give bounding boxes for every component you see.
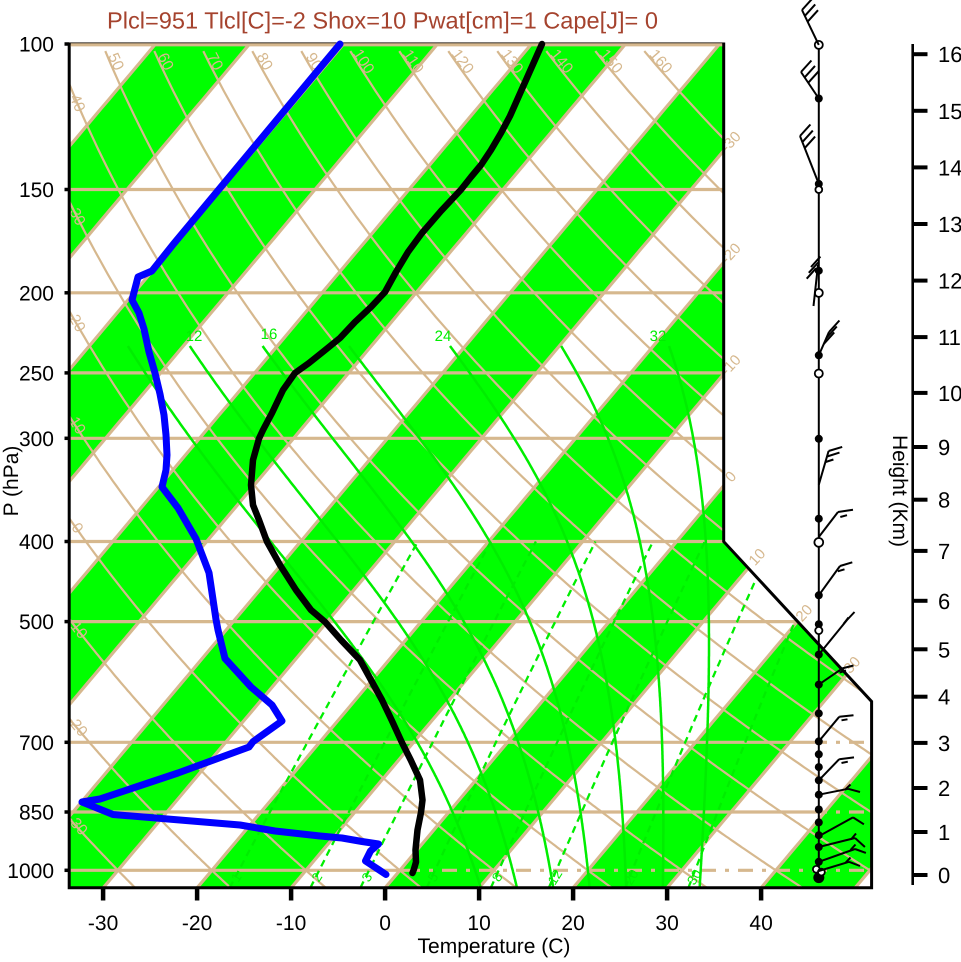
svg-text:10: 10 bbox=[745, 545, 769, 569]
svg-text:0: 0 bbox=[938, 863, 950, 888]
svg-text:Plcl=951 Tlcl[C]=-2 Shox=10 Pw: Plcl=951 Tlcl[C]=-2 Shox=10 Pwat[cm]=1 C… bbox=[107, 8, 658, 34]
svg-text:11: 11 bbox=[938, 325, 961, 350]
svg-text:160: 160 bbox=[646, 46, 676, 77]
svg-text:9: 9 bbox=[938, 435, 950, 460]
svg-text:-20: -20 bbox=[63, 712, 91, 740]
svg-text:7: 7 bbox=[938, 539, 950, 564]
svg-text:16: 16 bbox=[938, 42, 961, 67]
svg-text:10: 10 bbox=[65, 414, 89, 438]
svg-text:0: 0 bbox=[379, 912, 391, 935]
svg-text:70: 70 bbox=[203, 50, 226, 74]
svg-text:12: 12 bbox=[938, 269, 961, 294]
svg-text:14: 14 bbox=[938, 155, 961, 180]
svg-text:10: 10 bbox=[938, 381, 961, 406]
svg-text:13: 13 bbox=[938, 212, 961, 237]
svg-text:200: 200 bbox=[19, 282, 54, 305]
svg-text:2: 2 bbox=[938, 776, 950, 801]
svg-text:100: 100 bbox=[19, 34, 54, 57]
svg-text:80: 80 bbox=[253, 50, 276, 74]
svg-text:700: 700 bbox=[19, 732, 54, 755]
svg-text:10: 10 bbox=[467, 912, 490, 935]
svg-text:8: 8 bbox=[938, 488, 950, 513]
svg-text:-30: -30 bbox=[88, 912, 118, 935]
svg-text:30: 30 bbox=[65, 205, 88, 228]
svg-text:1: 1 bbox=[938, 820, 950, 845]
svg-text:300: 300 bbox=[19, 428, 54, 451]
svg-text:12: 12 bbox=[186, 328, 203, 345]
svg-text:Temperature (C): Temperature (C) bbox=[418, 935, 571, 958]
svg-text:50: 50 bbox=[104, 50, 127, 73]
svg-text:3: 3 bbox=[938, 731, 950, 756]
svg-text:6: 6 bbox=[938, 589, 950, 614]
svg-text:20: 20 bbox=[621, 867, 642, 888]
svg-text:20: 20 bbox=[65, 312, 89, 336]
svg-text:60: 60 bbox=[154, 50, 177, 73]
svg-text:40: 40 bbox=[749, 912, 772, 935]
svg-text:24: 24 bbox=[435, 328, 452, 345]
svg-text:120: 120 bbox=[448, 46, 477, 77]
svg-text:30: 30 bbox=[684, 867, 705, 888]
svg-text:P (hPa): P (hPa) bbox=[0, 446, 23, 517]
svg-text:1000: 1000 bbox=[7, 860, 54, 883]
svg-text:4: 4 bbox=[938, 685, 950, 710]
svg-text:40: 40 bbox=[66, 92, 89, 115]
svg-text:15: 15 bbox=[938, 99, 961, 124]
svg-text:12: 12 bbox=[545, 867, 566, 888]
svg-text:250: 250 bbox=[19, 362, 54, 385]
svg-text:Height (Km): Height (Km) bbox=[888, 435, 911, 547]
svg-text:20: 20 bbox=[561, 912, 584, 935]
svg-text:-20: -20 bbox=[182, 912, 212, 935]
svg-text:-10: -10 bbox=[276, 912, 306, 935]
svg-text:32: 32 bbox=[650, 328, 667, 345]
svg-text:400: 400 bbox=[19, 531, 54, 554]
svg-text:16: 16 bbox=[261, 326, 278, 343]
svg-text:30: 30 bbox=[655, 912, 678, 935]
svg-text:150: 150 bbox=[19, 179, 54, 202]
svg-text:500: 500 bbox=[19, 611, 54, 634]
svg-text:5: 5 bbox=[938, 637, 950, 662]
svg-text:850: 850 bbox=[19, 802, 54, 825]
